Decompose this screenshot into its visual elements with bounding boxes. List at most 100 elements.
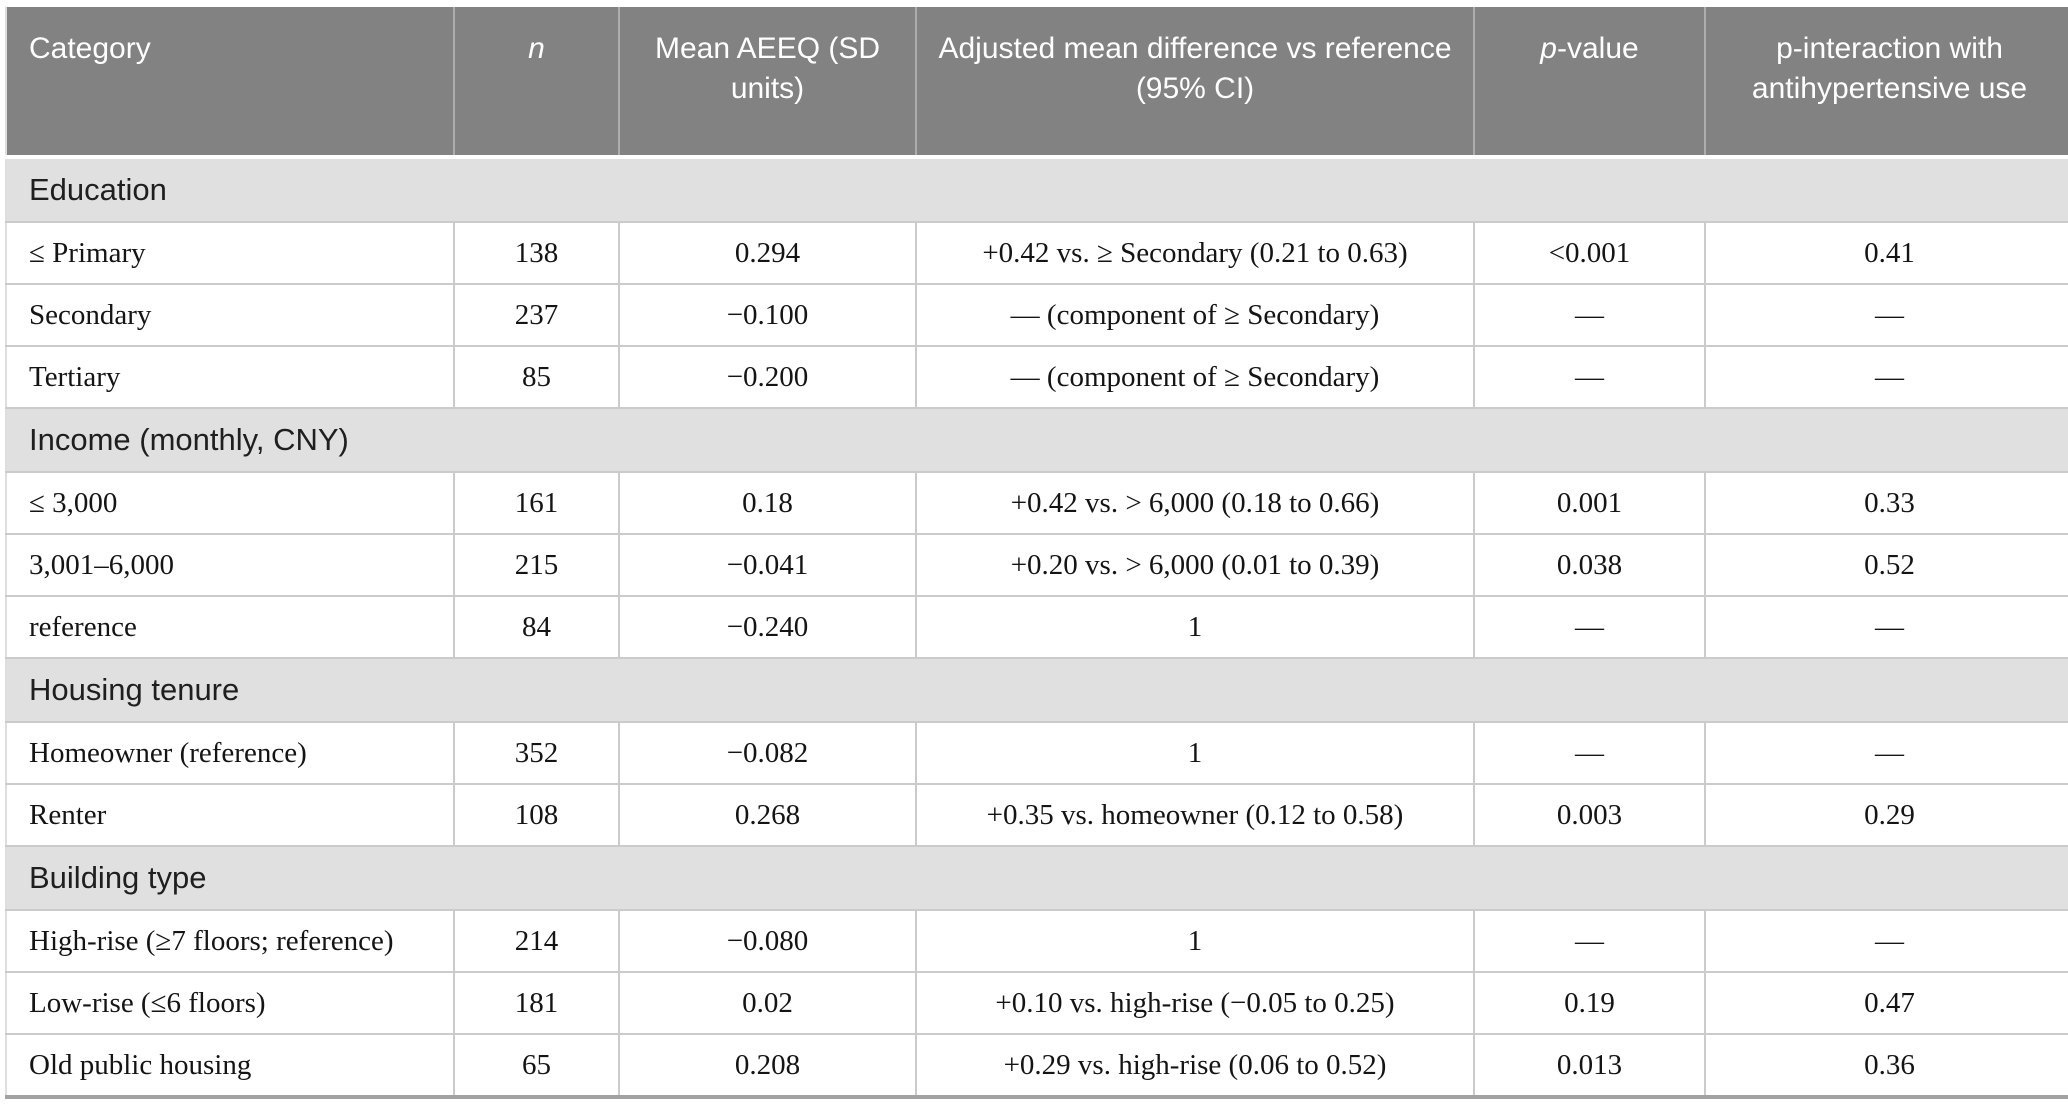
value-cell-n: 108 (454, 784, 620, 847)
table-row: ≤ Primary 138 0.294 +0.42 vs. ≥ Secondary (… (6, 222, 2068, 285)
category-cell: Homeowner (reference) (6, 722, 455, 785)
category-cell: Low-rise (≤6 floors) (6, 972, 455, 1035)
value-cell-p-value: — (1474, 284, 1706, 347)
value-cell-n: 237 (454, 284, 620, 347)
value-cell-adjusted-diff: +0.10 vs. high-rise (−0.05 to 0.25) (916, 972, 1475, 1035)
value-cell-mean-aeeq: −0.240 (619, 596, 917, 659)
value-cell-p-value: 0.013 (1474, 1034, 1706, 1099)
table-row: reference 84 −0.240 1— — (6, 596, 2068, 659)
value-cell-p-value: 0.19 (1474, 972, 1706, 1035)
results-table-container: Category n Mean AEEQ (SD units) Adjusted me… (5, 7, 2068, 1099)
value-cell-mean-aeeq: −0.080 (619, 910, 917, 973)
value-cell-adjusted-diff: +0.42 vs. > 6,000 (0.18 to 0.66) (916, 472, 1475, 535)
column-header-p-value: p-value (1474, 7, 1706, 159)
category-cell: Tertiary (6, 346, 455, 409)
section-title: Building type (6, 846, 2068, 911)
section-title: Education (6, 157, 2068, 223)
value-cell-mean-aeeq: 0.02 (619, 972, 917, 1035)
value-cell-n: 161 (454, 472, 620, 535)
results-table: Category n Mean AEEQ (SD units) Adjusted me… (5, 7, 2068, 1099)
section-title: Housing tenure (6, 658, 2068, 723)
column-header-p-value-label: p (1540, 32, 1557, 65)
value-cell-n: 215 (454, 534, 620, 597)
value-cell-n: 84 (454, 596, 620, 659)
value-cell-mean-aeeq: 0.18 (619, 472, 917, 535)
value-cell-mean-aeeq: −0.082 (619, 722, 917, 785)
column-header-n-label: n (528, 32, 545, 65)
table-row: Old public housing 65 0.208 +0.29 vs. high-… (6, 1034, 2068, 1099)
section-title: Income (monthly, CNY) (6, 408, 2068, 473)
column-header-mean-aeeq-label: Mean AEEQ (SD units) (654, 32, 881, 105)
column-header-p-interaction-label: p-interaction with antihypertensive use (1751, 32, 2028, 105)
value-cell-adjusted-diff: +0.20 vs. > 6,000 (0.01 to 0.39) (916, 534, 1475, 597)
category-cell: reference (6, 596, 455, 659)
table-body: Education ≤ Primary 138 0.294 +0.42 vs. ≥ Se… (6, 157, 2068, 1099)
table-header: Category n Mean AEEQ (SD units) Adjusted me… (6, 7, 2068, 159)
value-cell-p-value: 0.038 (1474, 534, 1706, 597)
value-cell-p-interaction: 0.52 (1705, 534, 2068, 597)
category-cell: 3,001–6,000 (6, 534, 455, 597)
column-header-p-value-label: -value (1556, 32, 1639, 65)
table-row: High-rise (≥7 floors; reference) 214 −0.08… (6, 910, 2068, 973)
table-row: Low-rise (≤6 floors) 181 0.02 +0.10 vs. hig… (6, 972, 2068, 1035)
value-cell-p-value: 0.003 (1474, 784, 1706, 847)
table-row: Renter 108 0.268 +0.35 vs. homeowner (0.12 … (6, 784, 2068, 847)
value-cell-mean-aeeq: −0.100 (619, 284, 917, 347)
value-cell-n: 138 (454, 222, 620, 285)
value-cell-n: 181 (454, 972, 620, 1035)
value-cell-adjusted-diff: 1 (916, 722, 1475, 785)
value-cell-adjusted-diff: 1 (916, 910, 1475, 973)
value-cell-mean-aeeq: 0.268 (619, 784, 917, 847)
table-row: 3,001–6,000 215 −0.041 +0.20 vs. > 6,000 (0… (6, 534, 2068, 597)
column-header-n: n (454, 7, 620, 159)
value-cell-adjusted-diff: — (component of ≥ Secondary) (916, 284, 1475, 347)
table-row: Secondary 237 −0.100— (component of ≥ Seco… (6, 284, 2068, 347)
value-cell-n: 352 (454, 722, 620, 785)
table-row: Tertiary 85 −0.200— (component of ≥ Second… (6, 346, 2068, 409)
value-cell-mean-aeeq: 0.294 (619, 222, 917, 285)
value-cell-p-interaction: 0.29 (1705, 784, 2068, 847)
value-cell-p-interaction: 0.33 (1705, 472, 2068, 535)
value-cell-p-interaction: — (1705, 596, 2068, 659)
value-cell-p-interaction: — (1705, 910, 2068, 973)
value-cell-n: 85 (454, 346, 620, 409)
section-header-row: Education (6, 157, 2068, 223)
value-cell-adjusted-diff: +0.29 vs. high-rise (0.06 to 0.52) (916, 1034, 1475, 1099)
value-cell-p-interaction: 0.47 (1705, 972, 2068, 1035)
value-cell-p-interaction: — (1705, 722, 2068, 785)
value-cell-adjusted-diff: 1 (916, 596, 1475, 659)
value-cell-p-interaction: 0.41 (1705, 222, 2068, 285)
table-row: ≤ 3,000 161 0.18 +0.42 vs. > 6,000 (0.18 to… (6, 472, 2068, 535)
value-cell-p-value: 0.001 (1474, 472, 1706, 535)
category-cell: Renter (6, 784, 455, 847)
section-header-row: Building type (6, 846, 2068, 911)
value-cell-mean-aeeq: −0.041 (619, 534, 917, 597)
column-header-adjusted-diff-label: Adjusted mean difference vs reference (9… (938, 32, 1452, 105)
column-header-p-interaction: p-interaction with antihypertensive use (1705, 7, 2068, 159)
category-cell: ≤ 3,000 (6, 472, 455, 535)
value-cell-p-interaction: — (1705, 284, 2068, 347)
value-cell-p-value: — (1474, 722, 1706, 785)
column-header-category: Category (6, 7, 455, 159)
value-cell-mean-aeeq: 0.208 (619, 1034, 917, 1099)
value-cell-mean-aeeq: −0.200 (619, 346, 917, 409)
category-cell: Old public housing (6, 1034, 455, 1099)
value-cell-p-interaction: — (1705, 346, 2068, 409)
value-cell-n: 65 (454, 1034, 620, 1099)
column-header-adjusted-diff: Adjusted mean difference vs reference (9… (916, 7, 1475, 159)
value-cell-p-value: — (1474, 910, 1706, 973)
value-cell-adjusted-diff: +0.42 vs. ≥ Secondary (0.21 to 0.63) (916, 222, 1475, 285)
value-cell-n: 214 (454, 910, 620, 973)
category-cell: ≤ Primary (6, 222, 455, 285)
category-cell: Secondary (6, 284, 455, 347)
value-cell-p-value: — (1474, 596, 1706, 659)
value-cell-p-value: — (1474, 346, 1706, 409)
column-header-mean-aeeq: Mean AEEQ (SD units) (619, 7, 917, 159)
column-header-category-label: Category (29, 32, 151, 65)
table-row: Homeowner (reference) 352 −0.082 1— — (6, 722, 2068, 785)
category-cell: High-rise (≥7 floors; reference) (6, 910, 455, 973)
value-cell-p-interaction: 0.36 (1705, 1034, 2068, 1099)
section-header-row: Income (monthly, CNY) (6, 408, 2068, 473)
section-header-row: Housing tenure (6, 658, 2068, 723)
header-row: Category n Mean AEEQ (SD units) Adjusted me… (6, 7, 2068, 159)
